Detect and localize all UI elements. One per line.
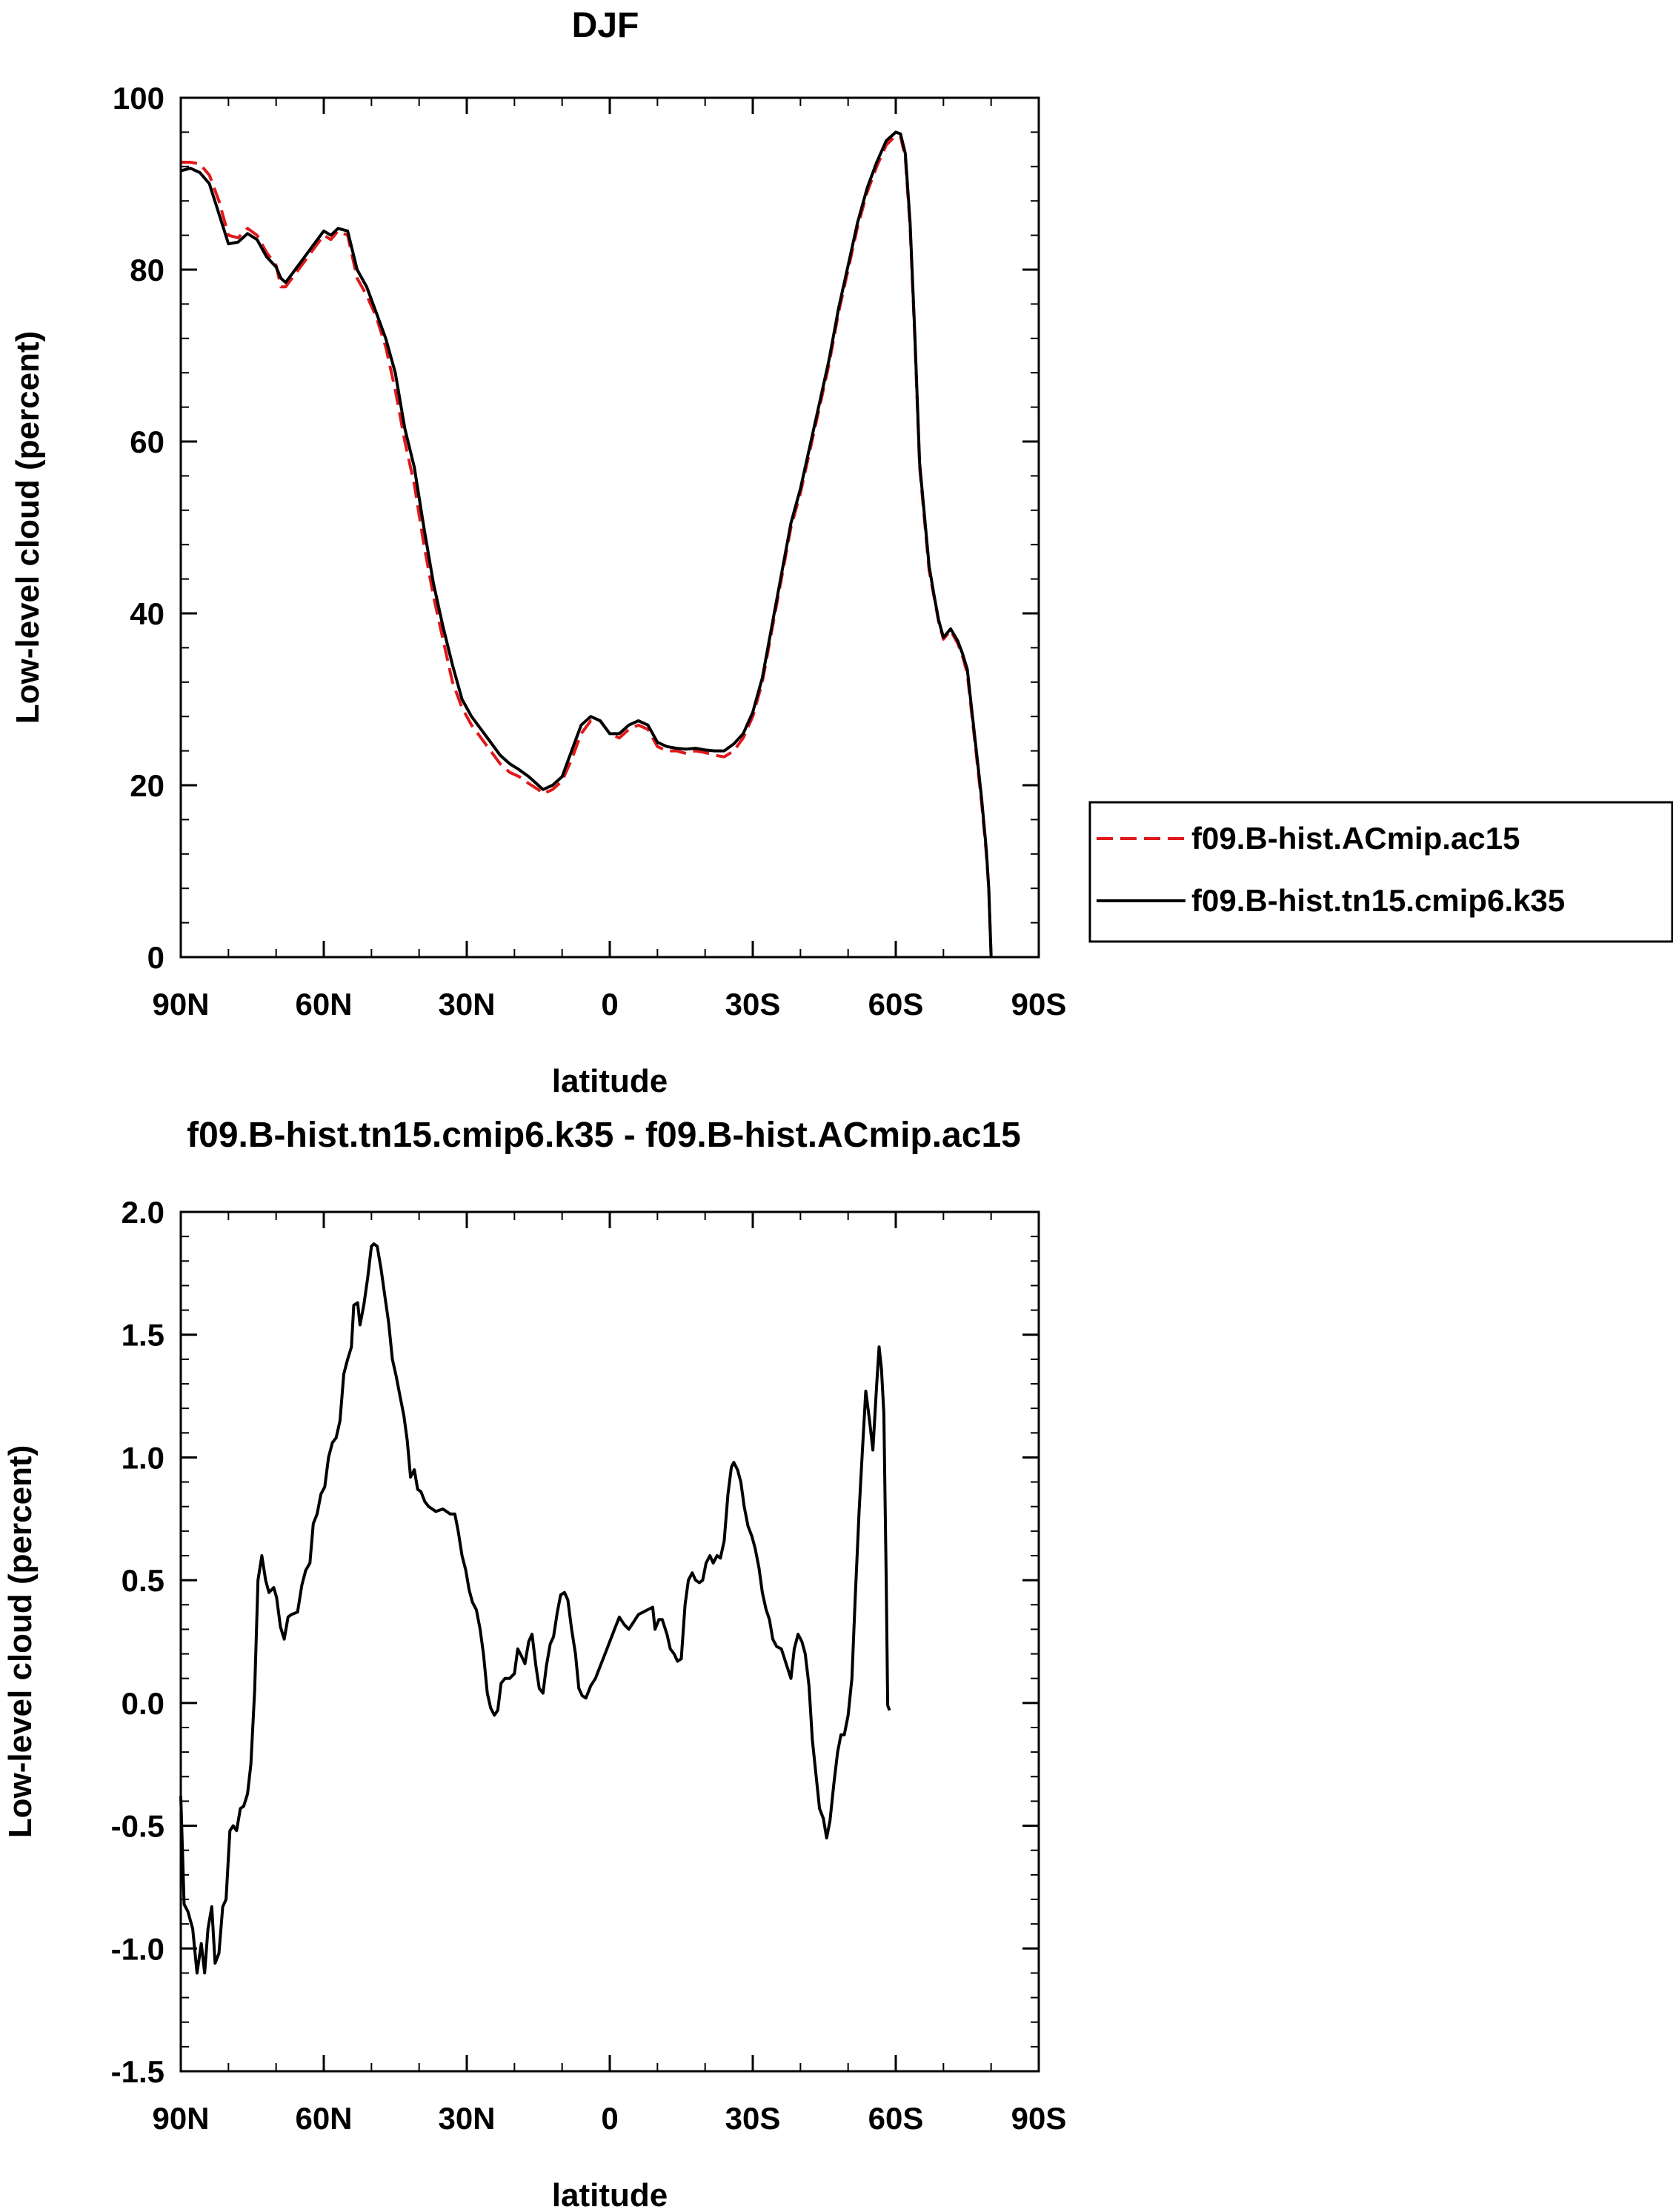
x-tick-label: 30N <box>438 987 495 1022</box>
y-tick-label: 1.5 <box>122 1318 164 1353</box>
y-tick-label: 100 <box>113 81 164 116</box>
x-tick-label: 60N <box>295 2101 352 2136</box>
panel-top-tick-labels: 0 20 40 60 80 100 90N 60N 30N 0 30S 60S 90S <box>113 81 1066 1022</box>
y-tick-label: 2.0 <box>122 1195 164 1230</box>
series-line-1 <box>179 1242 891 1975</box>
x-tick-label: 60S <box>868 987 924 1022</box>
x-tick-label: 30S <box>725 2101 781 2136</box>
x-tick-label: 60N <box>295 987 352 1022</box>
legend-box <box>1088 801 1673 943</box>
x-tick-label: 30N <box>438 2101 495 2136</box>
x-tick-label: 90S <box>1011 987 1067 1022</box>
series-line-2 <box>180 130 993 958</box>
x-tick-label: 0 <box>601 987 618 1022</box>
x-tick-label: 90S <box>1011 2101 1067 2136</box>
y-tick-label: 1.0 <box>122 1440 164 1475</box>
panel-bottom-series <box>179 1242 891 1975</box>
y-tick-label: -1.0 <box>111 1931 164 1966</box>
panel-bottom-title: f09.B-hist.tn15.cmip6.k35 - f09.B-hist.A… <box>187 1116 1021 1155</box>
y-tick-label: 80 <box>130 253 164 287</box>
y-tick-label: 20 <box>130 768 164 803</box>
y-tick-label: 0.5 <box>122 1563 164 1598</box>
y-tick-label: 0.0 <box>122 1686 164 1721</box>
panel-top-x-axis-label: latitude <box>552 1063 668 1099</box>
y-tick-label: 0 <box>147 940 164 975</box>
series-line-1 <box>181 134 993 958</box>
x-tick-label: 90N <box>152 2101 209 2136</box>
panel-bottom-y-axis-label: Low-level cloud (percent) <box>2 1445 39 1839</box>
x-tick-label: 30S <box>725 987 781 1022</box>
panel-top-series <box>180 130 993 958</box>
legend-label-series-2: f09.B-hist.tn15.cmip6.k35 <box>1191 883 1565 918</box>
panel-top-y-axis-label: Low-level cloud (percent) <box>10 331 46 724</box>
legend: f09.B-hist.ACmip.ac15 f09.B-hist.tn15.cm… <box>1088 801 1673 943</box>
legend-label-series-1: f09.B-hist.ACmip.ac15 <box>1191 821 1520 856</box>
panel-bottom: f09.B-hist.tn15.cmip6.k35 - f09.B-hist.A… <box>2 1116 1066 2212</box>
y-tick-label: 40 <box>130 596 164 631</box>
panel-bottom-plot-frame <box>179 1210 1040 2073</box>
y-tick-label: -1.5 <box>111 2054 164 2089</box>
y-tick-label: 60 <box>130 424 164 459</box>
x-tick-label: 60S <box>868 2101 924 2136</box>
panel-bottom-x-axis-label: latitude <box>552 2177 668 2212</box>
panel-bottom-tick-labels: -1.5 -1.0 -0.5 0.0 0.5 1.0 1.5 2.0 90N 60N 30N 0 30S… <box>111 1195 1067 2136</box>
panel-top-plot-frame <box>179 96 1040 959</box>
x-tick-label: 90N <box>152 987 209 1022</box>
panel-bottom-grid-ticks <box>179 1210 1040 2073</box>
panel-top: DJF 0 20 40 60 80 100 90N 60N 30N 0 30S 60S 90S lati… <box>10 6 1066 1099</box>
panel-top-title: DJF <box>572 6 639 45</box>
x-tick-label: 0 <box>601 2101 618 2136</box>
y-tick-label: -0.5 <box>111 1809 164 1844</box>
